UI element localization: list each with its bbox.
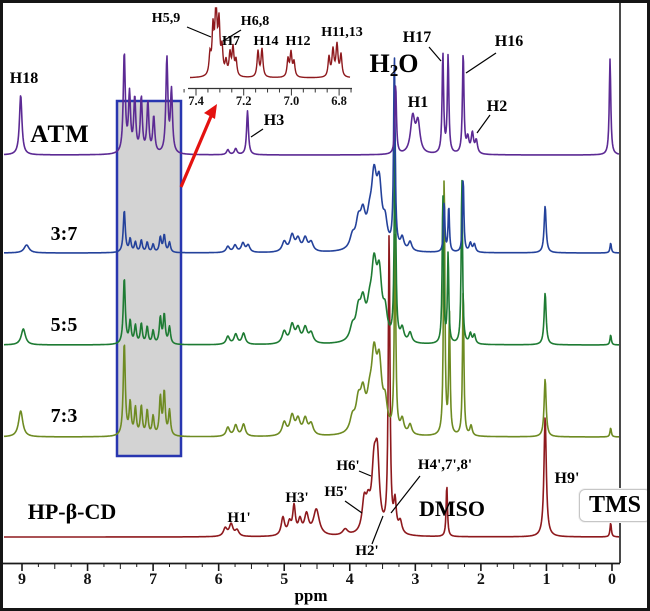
aromatic-highlight-box: [115, 99, 183, 458]
spectrum-ATM: [3, 52, 620, 156]
pointer-line-h68: [222, 29, 242, 42]
inset-label-h59: H5,9: [151, 11, 181, 26]
peak-label-h3: H3: [263, 112, 285, 129]
x-axis-tick-label: 6: [215, 571, 223, 588]
h2o-h: H: [369, 49, 390, 78]
peak-label-h9prime: H9': [554, 470, 580, 487]
x-axis-tick-label: 5: [280, 571, 288, 588]
x-axis-tick-label: 9: [18, 571, 26, 588]
pointer-line-h2p: [371, 515, 384, 545]
h2o-o: O: [398, 49, 419, 78]
x-axis-tick-label: 3: [411, 571, 419, 588]
peak-label-h6prime: H6': [336, 458, 360, 474]
x-axis-tick-label: 2: [477, 571, 485, 588]
inset-axis-ticks: 7.4 7.2 7.0 6.8: [183, 89, 352, 108]
x-axis-tick-label: 0: [608, 571, 616, 588]
peak-label-h3prime: H3': [285, 490, 309, 506]
x-axis-tick-label: 1: [542, 571, 550, 588]
inset-spectrum-trace: [190, 7, 351, 79]
h2o-subscript: 2: [389, 61, 399, 80]
series-label-5-5: 5:5: [50, 314, 78, 336]
red-arrow: [179, 104, 217, 188]
peak-label-h18: H18: [9, 70, 39, 87]
pointer-line-h3: [250, 128, 264, 138]
x-axis-ticks: 9 8 7 6 5 4 3 2 1 0: [18, 564, 616, 588]
peak-label-tms: TMS: [578, 489, 650, 522]
pointer-line-h17: [428, 46, 442, 62]
inset-label-h7: H7: [222, 34, 240, 49]
peak-label-h16: H16: [494, 33, 524, 50]
pointer-line-h4p: [390, 475, 421, 514]
x-axis-tick-label: 4: [346, 571, 354, 588]
series-label-atm: ATM: [30, 121, 90, 148]
x-axis-tick-label: 8: [84, 571, 92, 588]
x-axis-title: ppm: [294, 586, 328, 605]
inset-label-h14: H14: [253, 34, 279, 49]
spectrum-7:3: [3, 180, 620, 438]
inset-tick-label: 7.4: [188, 94, 204, 108]
peak-label-dmso: DMSO: [419, 496, 485, 521]
peak-label-h1: H1: [407, 94, 429, 111]
series-label-7-3: 7:3: [50, 405, 78, 427]
x-axis-tick-label: 7: [149, 571, 157, 588]
spectrum-HP-β-CD: [3, 235, 620, 538]
peak-label-h17: H17: [402, 29, 432, 46]
spectra-traces: [3, 52, 620, 538]
pointer-lines: [186, 26, 497, 545]
pointer-line-h5p: [344, 500, 363, 514]
peak-label-h1prime: H1': [227, 510, 251, 526]
peak-label-h4-7-8prime: H4',7',8': [417, 457, 473, 473]
peak-label-h2: H2: [486, 98, 508, 115]
series-label-hpbcd: HP-β-CD: [27, 499, 117, 524]
peak-label-h2prime: H2': [355, 543, 379, 559]
pointer-line-h2: [476, 114, 491, 134]
inset-label-h12: H12: [285, 34, 311, 49]
pointer-line-h16: [465, 52, 497, 74]
inset-label-h68: H6,8: [240, 14, 270, 29]
inset-tick-label: 7.2: [236, 94, 252, 108]
spectrum-5:5: [3, 132, 620, 346]
inset-tick-label: 6.8: [331, 94, 347, 108]
peak-label-h5prime: H5': [324, 484, 348, 500]
spectrum-3:7: [3, 57, 620, 254]
inset-spectrum-group: [190, 7, 351, 79]
pointer-line-h59: [186, 26, 212, 38]
peak-label-h2o: H2O: [369, 49, 419, 80]
inset-tick-label: 7.0: [284, 94, 300, 108]
inset-label-h1113: H11,13: [321, 25, 363, 40]
series-label-3-7: 3:7: [50, 223, 78, 245]
pointer-line-h6p: [358, 470, 372, 477]
